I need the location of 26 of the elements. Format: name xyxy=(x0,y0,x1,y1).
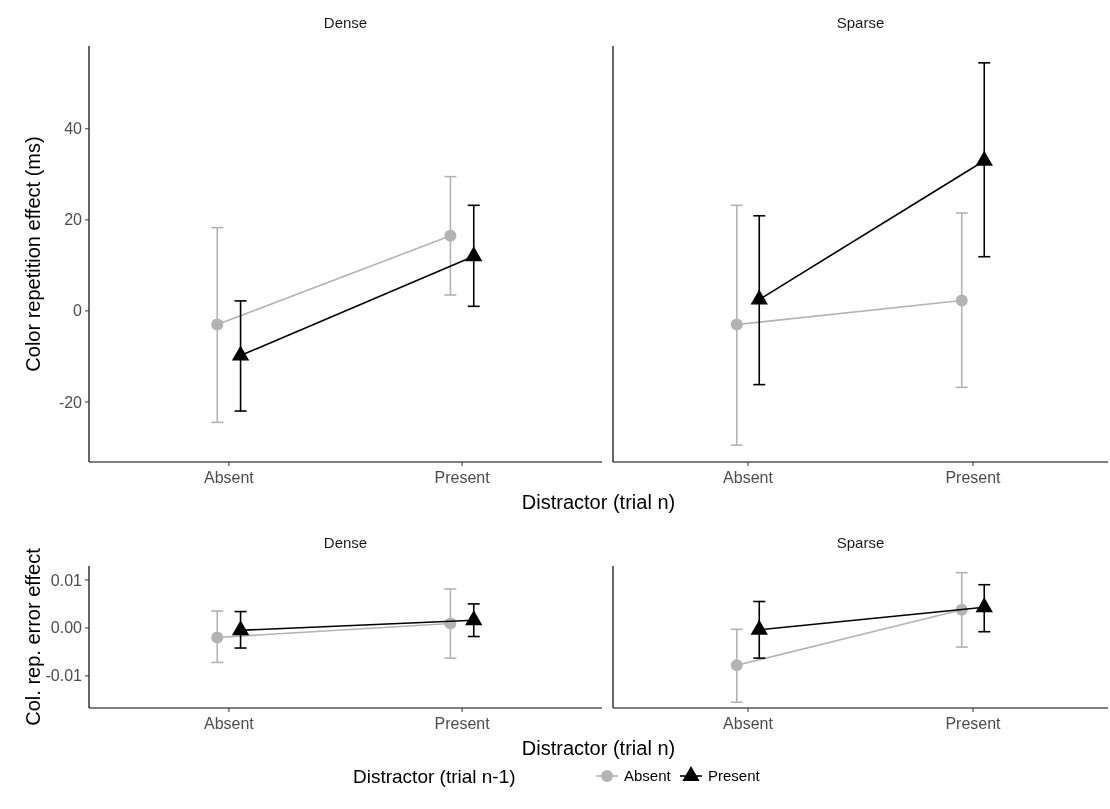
x-tick-label: Absent xyxy=(204,469,255,486)
chart-title: Sparse xyxy=(836,534,885,551)
y-tick-label: 0 xyxy=(73,302,83,320)
y-tick-label: -20 xyxy=(58,393,83,411)
y-tick-label: 20 xyxy=(64,211,83,229)
y-axis-title: Color repetition effect (ms) xyxy=(22,136,44,372)
x-tick-label: Present xyxy=(434,469,491,486)
x-tick-label: Absent xyxy=(723,715,774,732)
y-tick-label: 0.00 xyxy=(50,619,83,637)
y-tick-label: 40 xyxy=(64,120,83,138)
y-tick-label: 0.01 xyxy=(50,571,83,589)
y-axis-title: Col. rep. error effect xyxy=(22,547,44,726)
chart-title: Sparse xyxy=(836,14,885,31)
x-tick-label: Present xyxy=(945,715,1002,732)
chart-title: Dense xyxy=(323,534,368,551)
chart-title: Dense xyxy=(323,14,368,31)
x-tick-label: Present xyxy=(945,469,1002,486)
x-axis-title: Distractor (trial n) xyxy=(521,737,676,759)
x-tick-label: Present xyxy=(434,715,491,732)
x-axis-title: Distractor (trial n) xyxy=(521,491,676,513)
legend-label: Present xyxy=(708,767,761,785)
y-tick-label: -0.01 xyxy=(45,667,83,685)
x-tick-label: Absent xyxy=(204,715,255,732)
legend-title: Distractor (trial n-1) xyxy=(353,765,516,787)
x-tick-label: Absent xyxy=(723,469,774,486)
legend-label: Absent xyxy=(624,767,672,785)
